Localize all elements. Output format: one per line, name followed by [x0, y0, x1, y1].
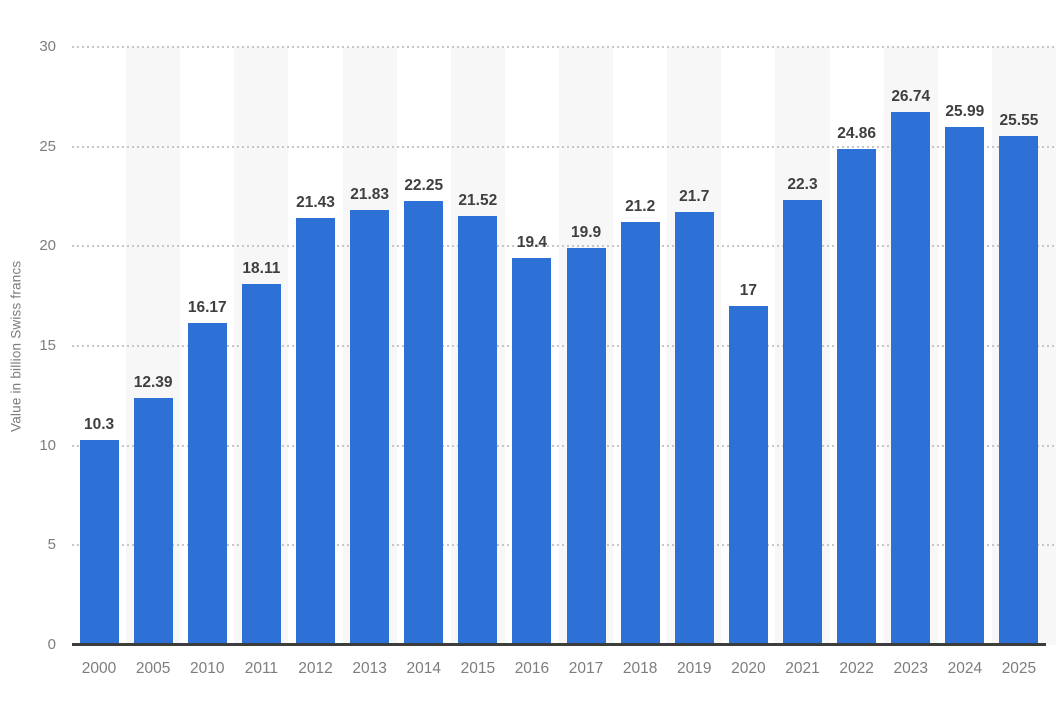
- y-axis-tick-label: 0: [47, 636, 56, 653]
- x-axis-tick-label: 2018: [622, 660, 658, 677]
- bar-value-label: 24.86: [837, 125, 876, 143]
- bar-2020: [728, 306, 768, 645]
- x-axis-tick-label: 2025: [1001, 660, 1037, 677]
- bar-2016: [512, 258, 552, 645]
- x-axis-tick-label: 2024: [947, 660, 983, 677]
- x-axis-tick-label: 2013: [352, 660, 387, 677]
- bar-value-label: 21.2: [625, 198, 656, 216]
- y-axis-tick-label: 30: [39, 38, 56, 55]
- x-axis-tick-label: 2015: [460, 660, 496, 677]
- x-axis-tick-label: 2012: [298, 660, 333, 677]
- x-axis-tick-label: 2019: [677, 660, 712, 677]
- bar-value-label: 12.39: [133, 374, 173, 392]
- bar-value-label: 19.9: [570, 224, 602, 242]
- x-axis-tick-label: 2023: [893, 660, 928, 677]
- x-axis-tick-label: 2014: [406, 660, 441, 677]
- x-axis-tick-label: 2000: [81, 660, 117, 677]
- bar-2018: [620, 222, 660, 645]
- y-axis-tick-label: 10: [39, 436, 56, 454]
- gridline: [72, 444, 1056, 447]
- bar-value-label: 21.52: [458, 192, 498, 210]
- bar-2015: [458, 216, 498, 645]
- bar-2017: [566, 248, 606, 645]
- x-axis-tick-label: 2016: [514, 660, 550, 677]
- bar-2011: [241, 284, 281, 645]
- x-axis-tick-label: 2005: [135, 660, 171, 677]
- bar-value-label: 10.3: [83, 415, 115, 433]
- bar-value-label: 17: [739, 282, 757, 300]
- bar-value-label: 21.83: [350, 185, 389, 203]
- x-axis-tick-label: 2017: [568, 660, 604, 677]
- bar-value-label: 21.43: [296, 193, 335, 211]
- bar-value-label: 22.3: [787, 176, 818, 194]
- gridline: [72, 345, 1056, 347]
- gridline: [72, 544, 1056, 547]
- gridline: [72, 46, 1056, 48]
- x-axis-tick-label: 2011: [244, 660, 279, 677]
- y-axis-tick-label: 20: [39, 237, 56, 255]
- x-axis-tick-label: 2020: [731, 660, 766, 677]
- bar-2005: [133, 398, 173, 645]
- y-axis-tick-label: 25: [39, 137, 56, 155]
- x-axis-tick-label: 2022: [839, 660, 874, 677]
- y-axis-tick-label: 15: [39, 337, 56, 354]
- bar-2025: [999, 135, 1039, 645]
- bar-2023: [891, 111, 931, 645]
- bar-value-label: 25.55: [999, 111, 1039, 129]
- bar-value-label: 19.4: [516, 234, 548, 252]
- bar-2021: [783, 200, 822, 645]
- bar-value-label: 21.7: [679, 188, 710, 206]
- bar-2012: [296, 217, 335, 645]
- bar-2010: [187, 322, 227, 645]
- bar-value-label: 25.99: [945, 102, 985, 120]
- bar-2022: [837, 149, 877, 645]
- x-axis-tick-label: 2021: [785, 660, 820, 677]
- x-axis-tick-label: 2010: [190, 660, 225, 677]
- gridline: [72, 145, 1056, 148]
- bar-value-label: 18.11: [242, 260, 281, 277]
- gridline: [72, 245, 1056, 248]
- bar-value-label: 26.74: [891, 87, 931, 105]
- x-axis-line: [72, 643, 1046, 646]
- bar-2013: [350, 209, 390, 645]
- bar-value-label: 16.17: [187, 298, 227, 316]
- bar-2019: [674, 212, 714, 645]
- y-axis-tick-label: 5: [47, 536, 56, 554]
- bar-value-label: 22.25: [404, 177, 444, 195]
- bar-2000: [79, 439, 119, 645]
- bar-2024: [945, 126, 985, 645]
- bar-2014: [404, 201, 444, 645]
